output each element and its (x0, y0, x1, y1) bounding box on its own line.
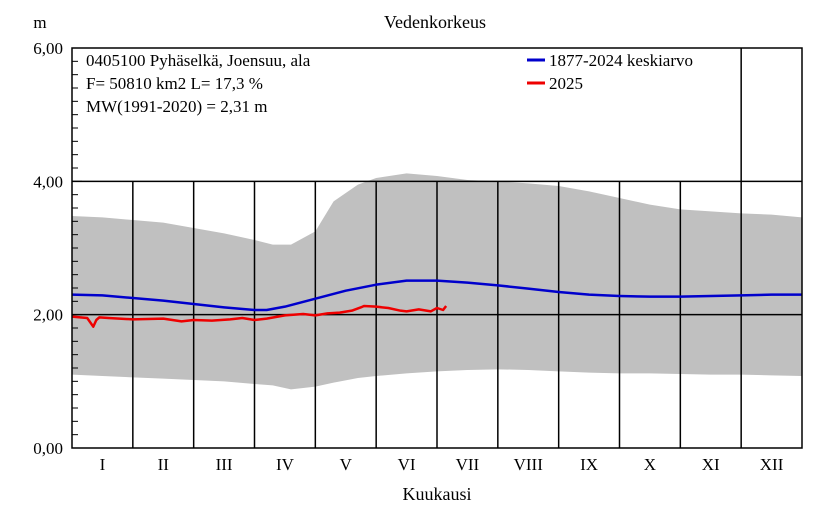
mean-series-line (71, 279, 802, 312)
month-label: XII (760, 455, 784, 474)
y-tick-label: 4,00 (33, 172, 63, 191)
y-tick-layer: 0,00 2,00 4,00 6,00 (33, 39, 82, 458)
info-area: F= 50810 km2 L= 17,3 % (86, 74, 263, 93)
info-station: 0405100 Pyhäselkä, Joensuu, ala (86, 51, 311, 70)
current-year-series-line (71, 304, 448, 328)
y-tick-label: 6,00 (33, 39, 63, 58)
month-label: VI (398, 455, 416, 474)
x-axis-label: Kuukausi (403, 484, 472, 504)
legend-label-mean: 1877-2024 keskiarvo (549, 51, 693, 70)
month-label: VII (456, 455, 480, 474)
y-tick-label: 0,00 (33, 439, 63, 458)
info-mean-water: MW(1991-2020) = 2,31 m (86, 97, 267, 116)
month-label: IV (276, 455, 295, 474)
month-label: III (216, 455, 233, 474)
legend-label-2025: 2025 (549, 74, 583, 93)
y-tick-label: 2,00 (33, 306, 63, 325)
chart-title: Vedenkorkeus (384, 12, 486, 32)
month-label: II (158, 455, 170, 474)
month-label: VIII (514, 455, 544, 474)
month-label: X (644, 455, 656, 474)
month-label: V (340, 455, 353, 474)
month-label: I (100, 455, 106, 474)
legend: 1877-2024 keskiarvo 2025 (527, 51, 693, 93)
month-label: XI (702, 455, 720, 474)
month-label-layer: I II III IV V VI VII VIII IX X XI XII (100, 455, 784, 474)
series-layer (71, 279, 802, 328)
y-axis-unit: m (33, 13, 46, 32)
grid-layer (72, 48, 802, 448)
month-label: IX (580, 455, 598, 474)
